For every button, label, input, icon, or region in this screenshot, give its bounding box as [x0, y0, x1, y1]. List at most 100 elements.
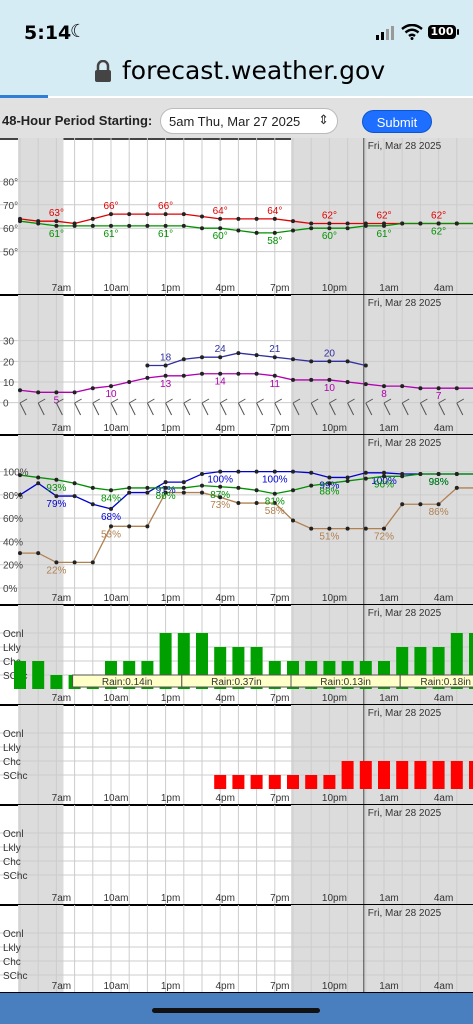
bar [323, 775, 336, 789]
time-tick-label: 7am [52, 693, 71, 704]
wind-barb [165, 402, 173, 416]
data-point [291, 488, 295, 493]
data-point [272, 216, 277, 221]
clock: 5:14 [24, 22, 72, 44]
wind-barb-tick [19, 398, 28, 404]
data-point [345, 226, 350, 231]
data-point [90, 223, 95, 228]
data-label: 22% [46, 565, 66, 576]
wind-barb [201, 402, 209, 416]
data-label: 61° [103, 229, 118, 240]
time-tick-label: 10pm [322, 693, 347, 704]
period-select[interactable]: 5am Thu, Mar 27 2025 ⇕ [160, 108, 338, 134]
data-point [181, 212, 186, 217]
data-label: 64° [267, 206, 282, 217]
time-tick-label: 1am [379, 981, 398, 992]
series-line [19, 220, 473, 234]
page-load-progress [0, 95, 48, 98]
data-point [145, 363, 150, 368]
data-label: 14 [215, 377, 227, 388]
time-tick-label: 4am [434, 793, 453, 804]
time-tick-label: 10am [103, 793, 128, 804]
url-text[interactable]: forecast.weather.gov [122, 56, 386, 85]
y-tick-label: 50° [3, 248, 18, 259]
data-point [345, 478, 350, 483]
data-label: 96% [374, 479, 394, 490]
data-label: 100% [207, 475, 233, 486]
wind-barb [438, 402, 446, 416]
wind-barb-tick [347, 398, 355, 404]
time-tick-label: 7am [52, 593, 71, 604]
data-point [382, 526, 386, 531]
time-tick-label: 7pm [270, 893, 289, 904]
data-point [291, 469, 295, 474]
data-label: 72% [374, 532, 394, 543]
date-label: Fri, Mar 28 2025 [368, 141, 442, 152]
data-point [363, 382, 368, 387]
data-point [291, 518, 295, 523]
wind-barb [347, 402, 355, 416]
data-point [18, 219, 22, 224]
address-bar[interactable] [0, 46, 473, 96]
data-point [72, 560, 77, 565]
data-label: 79% [46, 499, 66, 510]
data-point [145, 490, 150, 495]
y-tick-label: 80° [3, 177, 18, 188]
time-tick-label: 1am [379, 893, 398, 904]
time-tick-label: 1am [379, 423, 398, 434]
time-tick-label: 10pm [322, 423, 347, 434]
data-point [382, 384, 386, 389]
date-label: Fri, Mar 28 2025 [368, 808, 442, 819]
data-point [218, 216, 223, 221]
category-label: SChc [3, 871, 27, 882]
rain-amount-box [399, 674, 473, 688]
data-label: 86% [429, 507, 449, 518]
home-indicator[interactable] [152, 1008, 320, 1013]
data-label: 87% [210, 490, 230, 501]
data-point [254, 230, 259, 235]
data-point [218, 495, 223, 500]
wind-barb-tick [365, 398, 374, 404]
submit-button[interactable]: Submit [362, 110, 432, 133]
date-label: Fri, Mar 28 2025 [368, 908, 442, 919]
data-point [109, 506, 113, 511]
y-tick-label: 40% [3, 537, 23, 548]
time-tick-label: 1pm [161, 693, 180, 704]
data-point [72, 481, 77, 486]
wind-barb-tick [201, 398, 210, 404]
data-label: 10 [324, 383, 336, 394]
wind-barb [146, 402, 154, 416]
data-point [418, 221, 423, 226]
data-point [127, 490, 132, 495]
time-tick-label: 4pm [215, 283, 234, 294]
category-label: Chc [3, 757, 21, 768]
data-point [181, 223, 186, 228]
data-point [236, 501, 241, 506]
wind-barb-tick [274, 398, 283, 404]
night-shade [291, 295, 473, 435]
y-tick-label: 60% [3, 514, 23, 525]
data-point [272, 230, 277, 235]
data-point [145, 524, 150, 529]
wind-barb [219, 402, 227, 416]
time-tick-label: 4am [434, 893, 453, 904]
data-label: 98% [429, 477, 449, 488]
y-tick-label: 70° [3, 201, 18, 212]
data-point [327, 377, 332, 382]
data-label: 66° [158, 201, 173, 212]
data-point [327, 526, 332, 531]
battery-indicator: 100 [428, 25, 456, 39]
data-point [90, 485, 95, 490]
lock-icon [95, 60, 111, 82]
data-point [163, 480, 168, 485]
data-point [54, 477, 59, 482]
night-shade [291, 905, 473, 993]
data-label: 84% [101, 493, 121, 504]
data-point [127, 212, 132, 217]
time-tick-label: 4pm [215, 593, 234, 604]
data-point [254, 216, 259, 221]
data-point [145, 485, 150, 490]
data-label: 64° [213, 206, 228, 217]
chevron-updown-icon: ⇕ [318, 112, 329, 127]
time-tick-label: 7pm [270, 693, 289, 704]
